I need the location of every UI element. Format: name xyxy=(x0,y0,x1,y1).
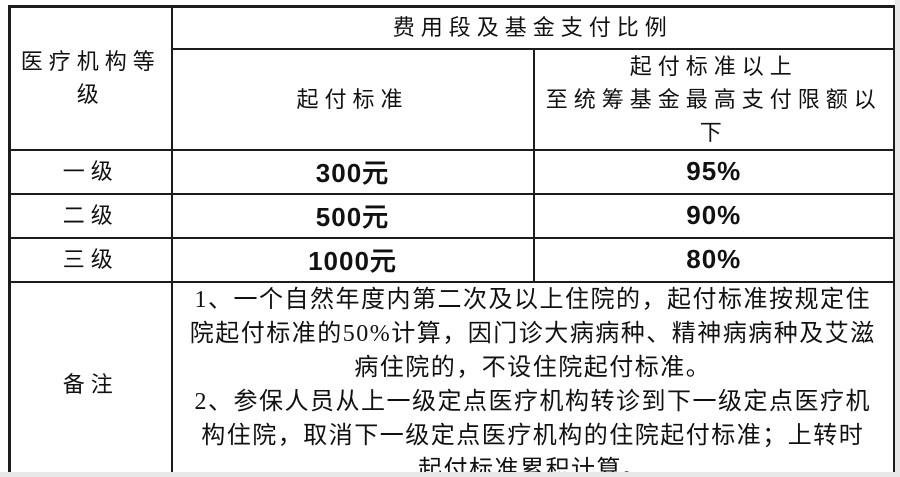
remarks-label: 备注 xyxy=(8,280,173,477)
image-edge-bottom xyxy=(0,472,900,477)
benefits-table: 医疗机构等 级 费用段及基金支付比例 起付标准 起付标准以上 至统筹基金最高支付… xyxy=(8,5,897,477)
tier2-level-label: 二级 xyxy=(8,192,173,239)
tier1-pay-ratio-value: 95% xyxy=(532,148,896,195)
table-row-remarks: 备注 1、一个自然年度内第二次及以上住院的，起付标准按规定住 院起付标准的50%… xyxy=(8,280,896,477)
tier2-pay-ratio-value: 90% xyxy=(532,192,896,239)
tier3-deductible-value: 1000元 xyxy=(170,236,535,283)
table-header-row-1: 医疗机构等 级 费用段及基金支付比例 xyxy=(8,5,896,151)
tier3-level-label: 三级 xyxy=(8,236,173,283)
table-row-tier2: 二级 500元 90% xyxy=(8,192,896,239)
remarks-notes-cell: 1、一个自然年度内第二次及以上住院的，起付标准按规定住 院起付标准的50%计算，… xyxy=(170,280,896,477)
header-deductible: 起付标准 xyxy=(170,47,535,151)
header-fee-segment: 费用段及基金支付比例 xyxy=(170,5,896,50)
remarks-note-1: 1、一个自然年度内第二次及以上住院的，起付标准按规定住 院起付标准的50%计算，… xyxy=(189,286,876,381)
remarks-note-2: 2、参保人员从上一级定点医疗机构转诊到下一级定点医疗机 构住院，取消下一级定点医… xyxy=(194,388,871,477)
header-above-deductible: 起付标准以上 至统筹基金最高支付限额以下 xyxy=(532,47,896,151)
header-institution-level: 医疗机构等 级 xyxy=(8,5,173,151)
tier3-pay-ratio-value: 80% xyxy=(532,236,896,283)
tier2-deductible-value: 500元 xyxy=(170,192,535,239)
table-row-tier3: 三级 1000元 80% xyxy=(8,236,896,283)
table-header-row-2: 起付标准 起付标准以上 至统筹基金最高支付限额以下 xyxy=(10,47,896,151)
image-edge-right xyxy=(895,0,900,477)
table-row-tier1: 一级 300元 95% xyxy=(8,148,896,195)
tier1-level-label: 一级 xyxy=(8,148,173,195)
tier1-deductible-value: 300元 xyxy=(170,148,535,195)
